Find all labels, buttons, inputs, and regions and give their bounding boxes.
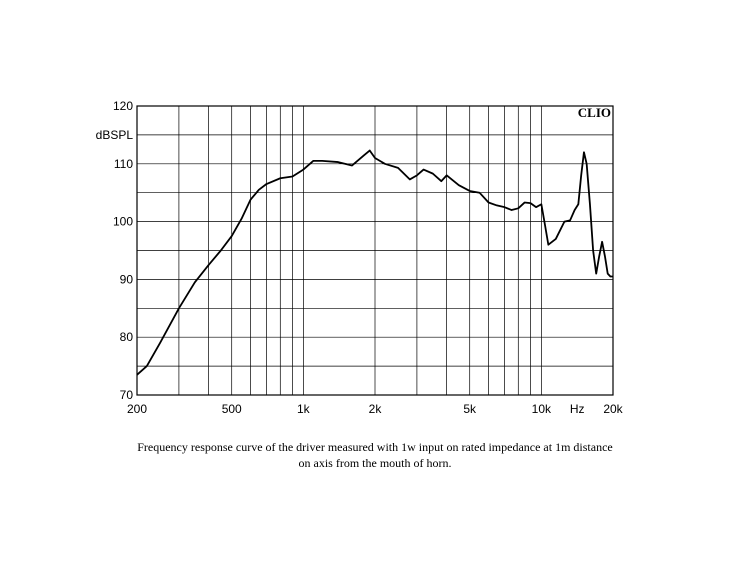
y-tick-label: 120 [113, 99, 133, 113]
caption: on axis from the mouth of horn. [299, 456, 452, 470]
x-axis-unit: Hz [570, 402, 585, 416]
x-tick-label: 500 [222, 402, 242, 416]
grid [136, 105, 614, 396]
y-tick-label: 110 [114, 157, 133, 171]
brand: CLIO [578, 105, 611, 120]
y-tick-label: 80 [120, 330, 134, 344]
y-tick-label: 90 [120, 272, 134, 286]
x-tick-label: 2k [369, 402, 383, 416]
response-curve [136, 149, 613, 376]
y-axis-label: dBSPL [96, 128, 134, 142]
x-tick-label: 200 [127, 402, 147, 416]
x-tick-label: 5k [463, 402, 477, 416]
x-tick-label: 1k [297, 402, 311, 416]
x-tick-label: 10k [532, 402, 552, 416]
caption: Frequency response curve of the driver m… [137, 440, 613, 454]
x-tick-label: 20k [603, 402, 623, 416]
y-tick-label: 70 [120, 388, 134, 402]
y-tick-label: 100 [113, 215, 133, 229]
plot-frame [136, 105, 614, 396]
